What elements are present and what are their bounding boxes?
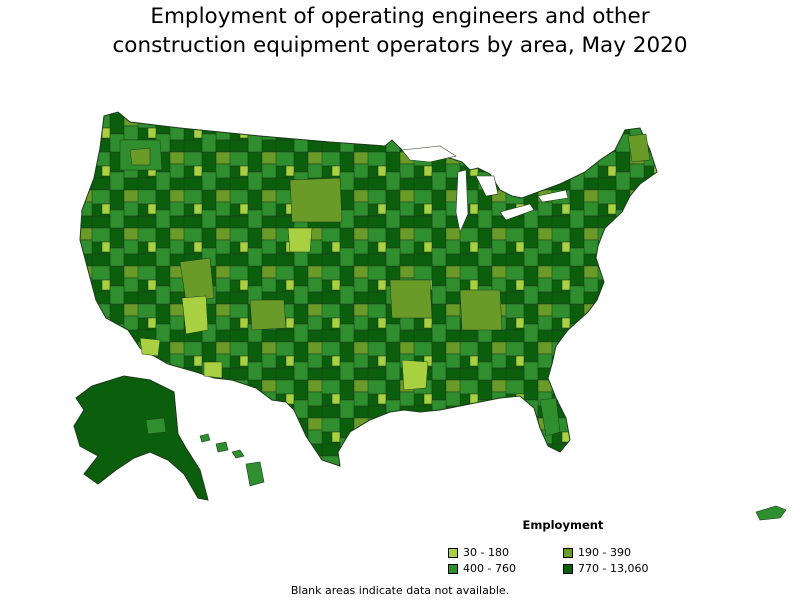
title-line-2: construction equipment operators by area… — [112, 33, 688, 58]
great-lakes — [401, 145, 569, 233]
legend-label-1: 30 - 180 — [463, 546, 509, 559]
legend-label-4: 770 - 13,060 — [578, 562, 649, 575]
legend: Employment 30 - 180 190 - 390 400 - 760 … — [448, 518, 678, 575]
title-line-1: Employment of operating engineers and ot… — [150, 4, 650, 29]
puerto-rico-region — [755, 505, 787, 521]
alaska-patch — [145, 417, 167, 435]
legend-item-3: 400 - 760 — [448, 562, 563, 575]
legend-title: Employment — [522, 518, 604, 532]
legend-label-3: 400 - 760 — [463, 562, 516, 575]
contiguous-us-region — [79, 111, 658, 467]
legend-swatch-4 — [563, 563, 573, 574]
map-title: Employment of operating engineers and ot… — [0, 2, 800, 60]
map-accent-patches — [119, 133, 651, 437]
legend-label-2: 190 - 390 — [578, 546, 631, 559]
legend-swatch-2 — [563, 547, 573, 558]
alaska-region — [73, 375, 209, 501]
hawaii-region — [199, 433, 265, 487]
legend-item-4: 770 - 13,060 — [563, 562, 678, 575]
legend-item-2: 190 - 390 — [563, 546, 678, 559]
legend-item-1: 30 - 180 — [448, 546, 563, 559]
footnote: Blank areas indicate data not available. — [290, 584, 510, 597]
legend-swatch-3 — [448, 563, 458, 574]
legend-swatch-1 — [448, 547, 458, 558]
